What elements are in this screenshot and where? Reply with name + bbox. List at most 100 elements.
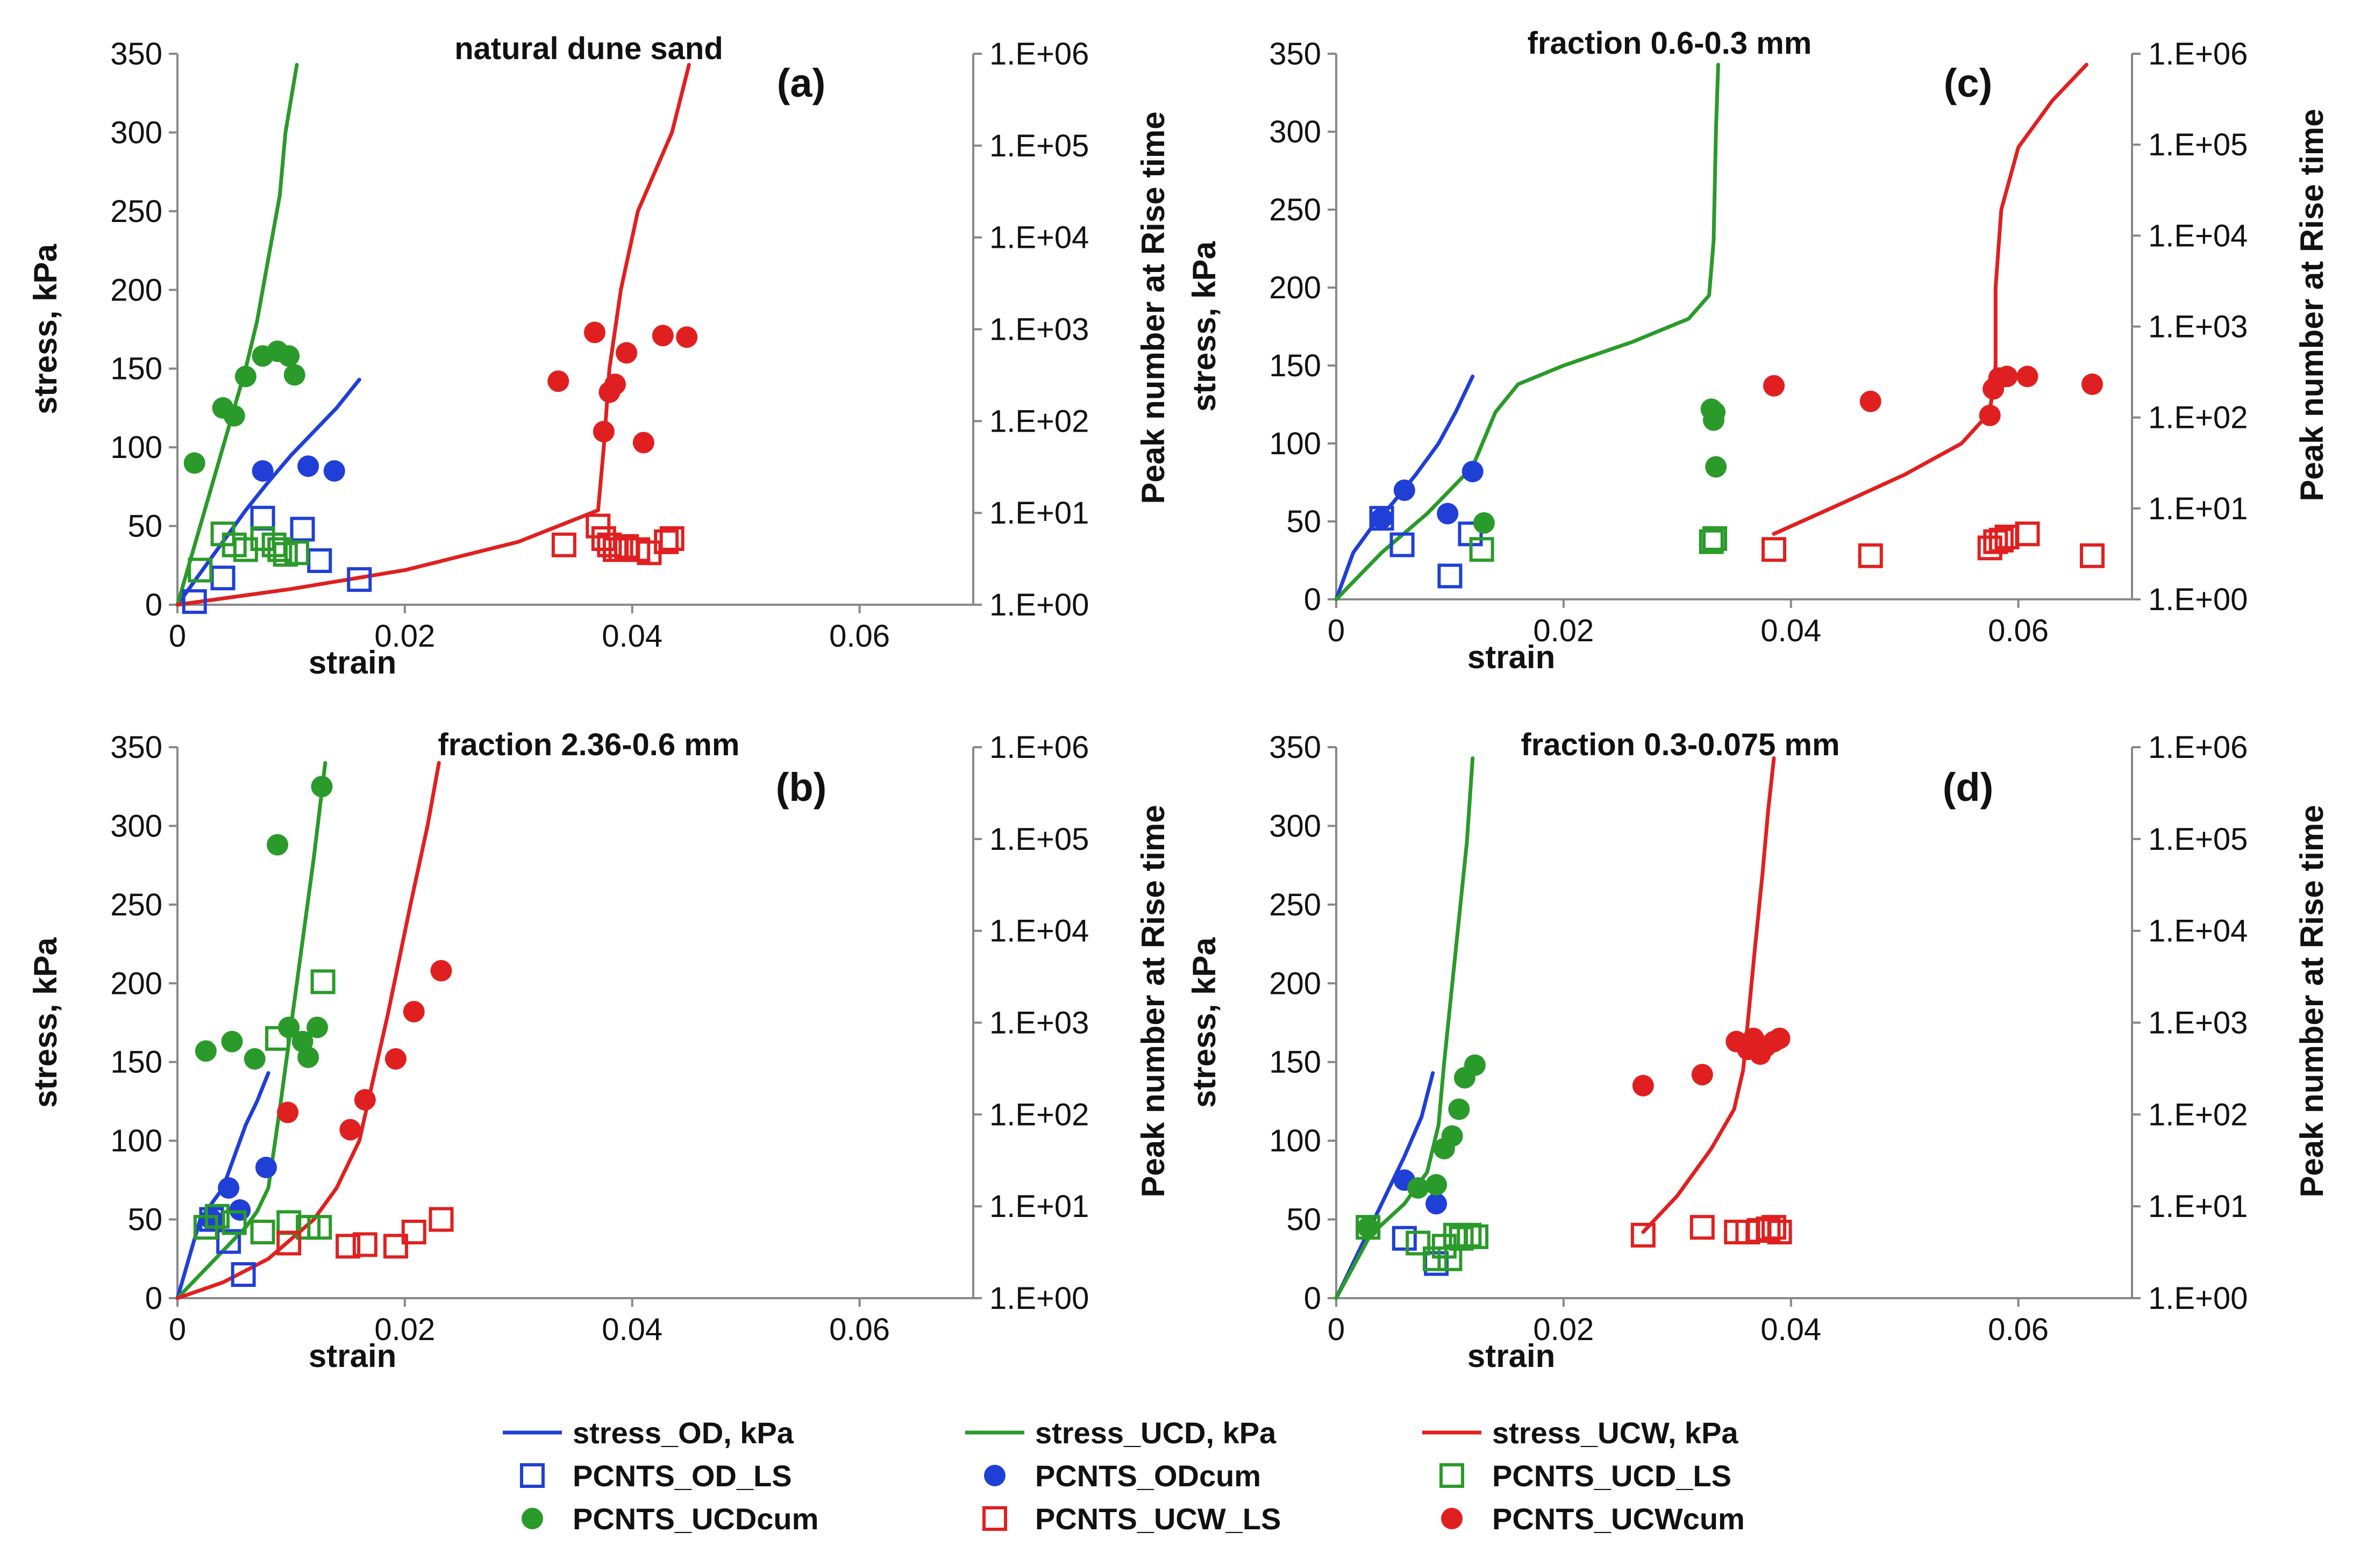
point-pcnts-ucd-ls — [1422, 1246, 1448, 1271]
point-pcnts-ucdcum — [297, 1046, 319, 1068]
point-pcnts-od-ls — [231, 1262, 256, 1287]
y-tick-label: 50 — [1286, 1202, 1321, 1237]
point-pcnts-ucd-ls — [188, 557, 213, 583]
point-pcnts-ucw-ls — [1858, 543, 1883, 568]
point-pcnts-ucwcum — [2016, 366, 2038, 388]
point-pcnts-ucwcum — [604, 374, 626, 395]
point-pcnts-ucwcum — [384, 1048, 407, 1070]
y-tick-label: 0 — [145, 588, 162, 622]
point-pcnts-ucwcum — [547, 370, 569, 392]
x-tick-label: 0.06 — [829, 619, 890, 654]
legend-label: PCNTS_UCDcum — [573, 1502, 818, 1536]
y-tick-label: 100 — [110, 430, 162, 465]
x-axis-title: strain — [309, 645, 396, 681]
y-tick-label: 350 — [110, 37, 162, 71]
y2-tick-label: 1.E+01 — [2148, 491, 2248, 526]
y-tick-label: 300 — [1269, 114, 1321, 149]
point-pcnts-ucd-ls — [1699, 529, 1724, 554]
point-pcnts-ucw-ls — [1630, 1222, 1656, 1248]
x-axis-title: strain — [1467, 1338, 1555, 1374]
y2-tick-label: 1.E+04 — [989, 220, 1089, 255]
series-line-stress-od-kpa — [1334, 1071, 1435, 1300]
point-pcnts-ucdcum — [1705, 456, 1727, 478]
legend-label: stress_OD, kPa — [573, 1416, 794, 1450]
point-pcnts-ucdcum — [183, 452, 205, 474]
point-pcnts-ucw-ls — [1689, 1215, 1715, 1240]
x-tick-label: 0.04 — [1760, 613, 1821, 648]
point-pcnts-ucd-ls — [310, 969, 336, 994]
panel-b: 0 50 100 150 200 250 300 350 0 0.02 0.04 0.06 1.E+00… — [27, 727, 1171, 1374]
x-tick-label: 0.02 — [1533, 613, 1594, 648]
legend-swatch-square — [1439, 1463, 1464, 1488]
point-pcnts-ucdcum — [311, 776, 333, 798]
point-pcnts-ucwcum — [1859, 390, 1881, 412]
point-pcnts-ucw-ls — [659, 526, 685, 551]
y2-tick-label: 1.E+06 — [989, 37, 1089, 71]
point-pcnts-ucw-ls — [429, 1207, 454, 1232]
y2-tick-label: 1.E+06 — [2148, 730, 2248, 765]
y-tick-label: 350 — [1269, 730, 1321, 765]
point-pcnts-ucwcum — [1979, 404, 2001, 426]
point-pcnts-ucw-ls — [383, 1234, 408, 1259]
y2-tick-label: 1.E+04 — [2148, 914, 2248, 949]
y2-tick-label: 1.E+05 — [2148, 127, 2248, 162]
point-pcnts-ucw-ls — [336, 1234, 361, 1259]
series-line-stress-ucw-kpa — [1772, 62, 2088, 536]
x-tick-label: 0.04 — [602, 1312, 662, 1347]
series-line-stress-ucw-kpa — [175, 761, 441, 1300]
point-pcnts-od-ls — [210, 565, 236, 591]
x-tick-label: 0.06 — [1988, 613, 2049, 648]
y2-tick-label: 1.E+00 — [989, 1281, 1089, 1316]
point-pcnts-odcum — [255, 1156, 277, 1178]
point-pcnts-ucdcum — [267, 834, 289, 856]
x-tick-label: 0.02 — [374, 619, 435, 654]
panel-letter: (b) — [776, 765, 827, 810]
panel-title: fraction 0.3-0.075 mm — [1521, 727, 1839, 762]
point-pcnts-ucw-ls — [401, 1220, 426, 1244]
x-tick-label: 0.04 — [1760, 1312, 1821, 1347]
point-pcnts-ucwcum — [430, 960, 452, 982]
y-tick-label: 350 — [1269, 37, 1321, 71]
legend-swatch-dot — [522, 1508, 543, 1529]
series-line-stress-ucd-kpa — [1334, 756, 1475, 1300]
point-pcnts-od-ls — [1392, 1226, 1417, 1251]
point-pcnts-od-ls — [1437, 563, 1463, 589]
y-tick-label: 100 — [1269, 1123, 1321, 1158]
point-pcnts-od-ls — [216, 1229, 241, 1254]
point-pcnts-ucwcum — [354, 1089, 376, 1111]
point-pcnts-ucw-ls — [654, 529, 679, 554]
y2-tick-label: 1.E+05 — [2148, 822, 2248, 857]
point-pcnts-ucwcum — [616, 342, 638, 364]
point-pcnts-ucd-ls — [267, 537, 293, 562]
y-tick-label: 250 — [110, 194, 162, 229]
y-tick-label: 300 — [110, 808, 162, 843]
y-tick-label: 300 — [1269, 808, 1321, 843]
point-pcnts-ucw-ls — [2015, 521, 2040, 547]
y2-tick-label: 1.E+04 — [2148, 218, 2248, 253]
y2-tick-label: 1.E+06 — [2148, 37, 2248, 71]
y2-tick-label: 1.E+04 — [989, 914, 1089, 949]
point-pcnts-ucdcum — [195, 1040, 217, 1062]
series-line-stress-ucd-kpa — [175, 63, 299, 607]
panel-c: 0 50 100 150 200 250 300 350 0 0.02 0.04 0.06 1.E+00… — [1186, 26, 2330, 675]
y-tick-label: 150 — [110, 1045, 162, 1080]
x-tick-label: 0.02 — [1533, 1312, 1594, 1347]
x-axis-title: strain — [1467, 639, 1555, 675]
point-pcnts-odcum — [297, 455, 319, 477]
point-pcnts-od-ls — [1389, 532, 1415, 557]
point-pcnts-ucd-ls — [1702, 526, 1728, 551]
point-pcnts-ucwcum — [339, 1119, 361, 1141]
panel-letter: (d) — [1943, 765, 1994, 810]
point-pcnts-ucd-ls — [1464, 1224, 1489, 1249]
point-pcnts-ucwcum — [1763, 375, 1785, 397]
legend-swatch-dot — [984, 1465, 1006, 1486]
x-tick-label: 0.06 — [829, 1312, 890, 1347]
y2-tick-label: 1.E+02 — [989, 1097, 1089, 1132]
x-tick-label: 0 — [1328, 1312, 1345, 1347]
x-tick-label: 0 — [169, 619, 186, 654]
point-pcnts-ucdcum — [1425, 1174, 1448, 1196]
point-pcnts-ucdcum — [244, 1048, 266, 1070]
point-pcnts-ucw-ls — [352, 1232, 377, 1257]
y-tick-label: 200 — [1269, 966, 1321, 1001]
point-pcnts-odcum — [323, 460, 345, 482]
